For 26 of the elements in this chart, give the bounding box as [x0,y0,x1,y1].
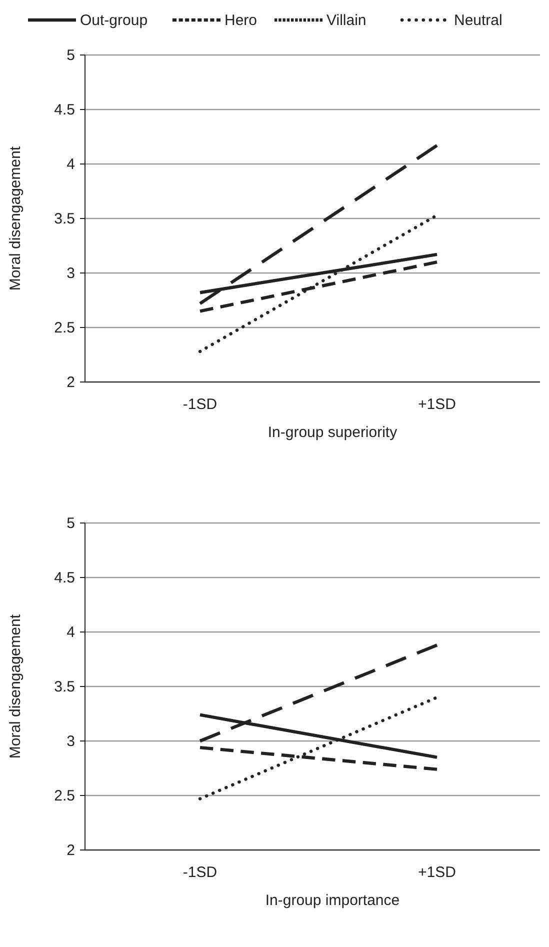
y-tick-label: 4.5 [54,102,75,118]
y-tick-label: 4 [66,156,75,173]
y-tick-label: 3 [66,265,75,282]
x-tick-label: -1SD [182,864,218,881]
x-axis-title: In-group superiority [268,424,398,441]
y-tick-label: 5 [66,47,75,64]
legend-label: Out-group [80,12,148,29]
legend-label: Hero [224,12,258,29]
x-tick-label: -1SD [182,396,218,413]
y-tick-label: 3.5 [54,678,75,696]
y-tick-label: 4.5 [54,570,75,586]
x-tick-label: +1SD [418,396,456,413]
y-tick-label: 2.5 [54,788,75,804]
y-tick-label: 5 [66,515,75,532]
y-axis-title: Moral disengagement [7,146,24,291]
legend-label: Villain [326,12,366,29]
y-tick-label: 2 [66,374,75,391]
y-tick-label: 2.5 [54,320,75,336]
y-tick-label: 4 [66,624,75,641]
legend-label: Neutral [454,12,502,29]
x-tick-label: +1SD [418,864,456,881]
y-tick-label: 2 [66,842,75,859]
y-axis-title: Moral disengagement [7,614,24,759]
y-tick-label: 3.5 [54,210,75,228]
x-axis-title: In-group importance [265,892,400,909]
y-tick-label: 3 [66,733,75,750]
